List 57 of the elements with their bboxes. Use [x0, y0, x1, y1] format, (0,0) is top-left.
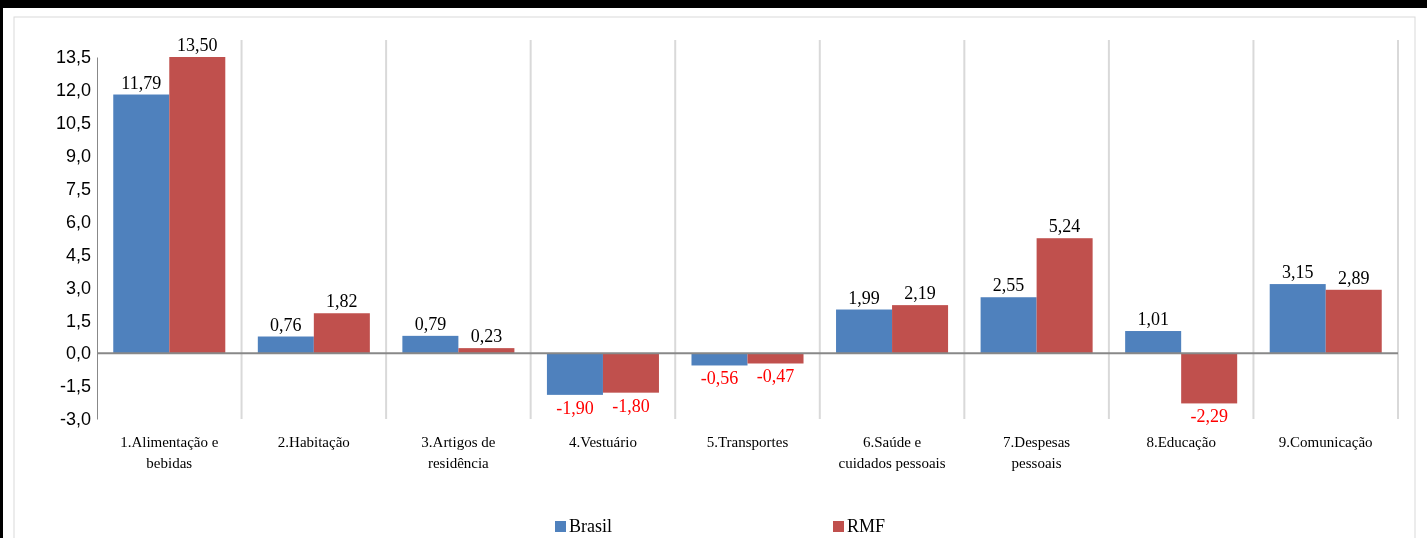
bar — [257, 336, 314, 354]
x-tick-label: 2.Habitação — [277, 434, 350, 450]
data-label: 1,01 — [1137, 309, 1169, 330]
x-tick-label: 8.Educação — [1146, 434, 1216, 450]
data-label: 0,23 — [470, 326, 503, 347]
y-tick-label: 13,5 — [55, 47, 91, 68]
y-tick-label: 1,5 — [65, 310, 91, 331]
data-label: -1,90 — [556, 397, 594, 418]
y-tick-label: 12,0 — [55, 80, 91, 101]
bar — [313, 313, 370, 354]
y-tick-label: 9,0 — [65, 145, 91, 166]
data-label: -0,47 — [756, 366, 795, 387]
y-tick-label: -1,5 — [59, 376, 91, 397]
bar — [980, 297, 1037, 354]
bar — [602, 353, 659, 393]
bar — [113, 94, 170, 354]
x-tick-label: 7.Despesas pessoais — [1003, 434, 1071, 471]
bar — [836, 309, 893, 354]
x-tick-label: 3.Artigos de residência — [421, 434, 496, 471]
data-label: 2,19 — [904, 283, 936, 304]
legend-label: Brasil — [569, 516, 612, 536]
bar — [1181, 353, 1238, 404]
data-label: 3,15 — [1281, 262, 1314, 283]
data-label: 0,76 — [270, 314, 302, 335]
data-label: 2,89 — [1337, 267, 1370, 288]
legend-label: RMF — [847, 516, 886, 536]
y-tick-label: -3,0 — [59, 409, 91, 430]
data-label: 5,24 — [1048, 216, 1081, 237]
bar — [1325, 289, 1382, 354]
data-label: 11,79 — [121, 72, 162, 93]
y-tick-label: 10,5 — [55, 113, 91, 134]
data-label: -0,56 — [700, 368, 739, 389]
data-label: -1,80 — [612, 395, 650, 416]
bar — [169, 57, 226, 354]
y-tick-label: 0,0 — [65, 343, 91, 364]
bar — [546, 353, 603, 395]
bar — [1036, 238, 1093, 354]
y-tick-label: 3,0 — [65, 277, 91, 298]
bar — [892, 305, 949, 354]
x-tick-label: 4.Vestuário — [568, 434, 637, 450]
data-label: 0,79 — [414, 313, 447, 334]
bar — [691, 353, 748, 366]
data-label: -2,29 — [1190, 406, 1228, 427]
x-tick-label: 5.Transportes — [706, 434, 789, 450]
y-tick-label: 6,0 — [65, 211, 91, 232]
y-tick-label: 4,5 — [65, 244, 91, 265]
data-label: 1,99 — [848, 287, 880, 308]
bar — [1125, 331, 1182, 354]
data-label: 2,55 — [992, 275, 1025, 296]
data-label: 1,82 — [326, 291, 358, 312]
x-tick-label: 9.Comunicação — [1278, 434, 1373, 450]
x-tick-label: 1.Alimentação e bebidas — [120, 434, 219, 471]
x-tick-label: 6.Saúde e cuidados pessoais — [838, 434, 946, 471]
bar — [402, 335, 459, 354]
y-tick-label: 7,5 — [65, 178, 91, 199]
bar — [1269, 284, 1326, 354]
data-label: 13,50 — [177, 35, 218, 55]
